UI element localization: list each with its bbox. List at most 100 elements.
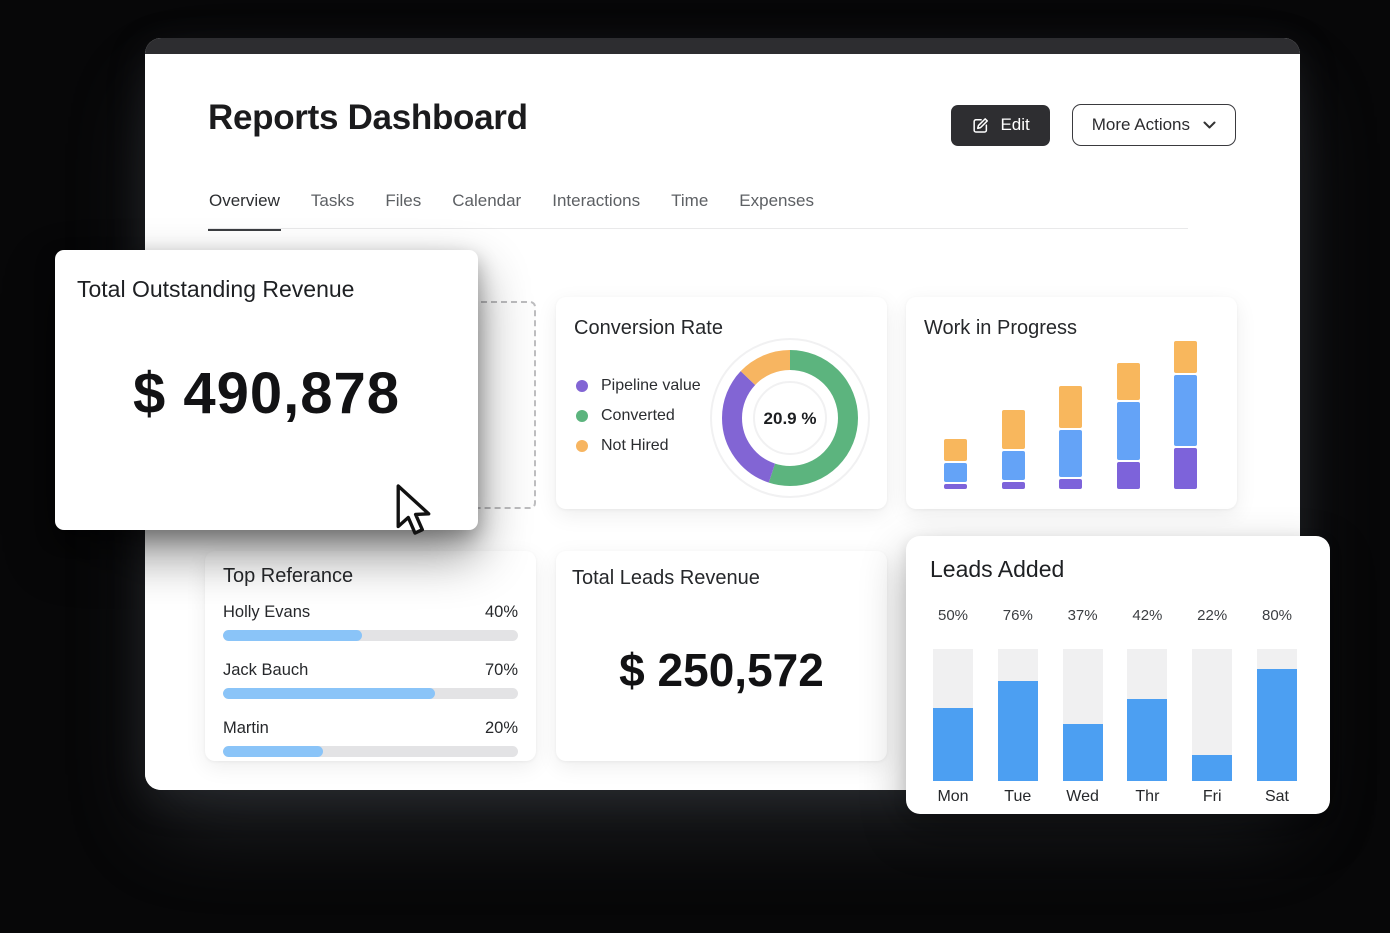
leads-bar-fill: [1257, 669, 1297, 781]
legend-label: Not Hired: [601, 437, 669, 454]
leads-percent-label: 42%: [1132, 607, 1163, 624]
tab-expenses[interactable]: Expenses: [738, 187, 815, 231]
progress-track: [223, 630, 518, 641]
tab-interactions[interactable]: Interactions: [551, 187, 641, 231]
leads-day-label: Thr: [1135, 788, 1160, 805]
edit-icon: [971, 116, 990, 135]
leads-bar-column: 50% Mon: [933, 606, 973, 806]
bar-segment-top-orange: [1001, 410, 1025, 449]
bar-segment-bottom-purple: [1001, 482, 1025, 489]
total-outstanding-revenue-card[interactable]: Total Outstanding Revenue $ 490,878: [55, 250, 478, 530]
card-title: Total Leads Revenue: [572, 567, 760, 589]
donut-slice: [722, 350, 858, 486]
bar-segment-middle-blue: [1116, 402, 1140, 460]
donut-legend: Pipeline value Converted Not Hired: [576, 377, 701, 455]
window-titlebar: [145, 38, 1300, 54]
referance-percent: 20%: [484, 719, 518, 737]
tab-bar: Overview Tasks Files Calendar Interactions Ti…: [208, 187, 815, 231]
leads-percent-label: 50%: [937, 607, 969, 624]
chevron-down-icon: [1203, 121, 1216, 129]
leads-percent-label: 76%: [1002, 607, 1033, 624]
referance-row: Holly Evans 40%: [223, 603, 518, 641]
bar-segment-top-orange: [944, 439, 967, 461]
leads-day-label: Tue: [1004, 788, 1032, 805]
referance-name: Holly Evans: [223, 603, 311, 621]
edit-button[interactable]: Edit: [951, 104, 1050, 146]
bar-segment-middle-blue: [1174, 375, 1197, 446]
total-leads-revenue-card: Total Leads Revenue $ 250,572: [556, 551, 887, 761]
legend-label: Pipeline value: [601, 377, 701, 394]
card-title: Conversion Rate: [574, 317, 723, 339]
top-referance-card: Top Referance Holly Evans 40% Jack Bauch 70…: [205, 551, 536, 761]
leads-bar-track: [933, 649, 973, 781]
progress-fill: [223, 746, 324, 757]
leads-bar-fill: [933, 708, 973, 781]
legend-dot-icon: [576, 440, 588, 452]
referance-percent: 40%: [484, 603, 518, 621]
header-actions: Edit More Actions: [951, 104, 1236, 146]
tab-calendar[interactable]: Calendar: [451, 187, 522, 231]
referance-row: Martin 20%: [223, 719, 518, 757]
card-title: Total Outstanding Revenue: [77, 276, 355, 302]
bar-segment-top-orange: [1059, 386, 1082, 428]
bar-segment-top-orange: [1174, 341, 1197, 373]
progress-track: [223, 746, 518, 757]
legend-item: Pipeline value: [576, 377, 701, 395]
card-title: Leads Added: [930, 556, 1065, 582]
page-title: Reports Dashboard: [208, 98, 528, 137]
progress-fill: [223, 688, 436, 699]
leads-percent-label: 80%: [1261, 607, 1293, 624]
leads-bar-fill: [1192, 755, 1233, 781]
bar-segment-middle-blue: [944, 463, 967, 482]
leads-bar-track: [1192, 649, 1233, 781]
donut-slice: [722, 350, 858, 486]
bar-segment-top-orange: [1116, 363, 1140, 400]
leads-bar-track: [997, 649, 1038, 781]
legend-dot-icon: [576, 410, 588, 422]
leads-bar-column: 42% Thr: [1127, 606, 1168, 806]
more-actions-label: More Actions: [1091, 115, 1190, 134]
tab-tasks[interactable]: Tasks: [310, 187, 355, 231]
mouse-cursor: [396, 484, 431, 535]
donut-chart: 20.9 %: [702, 330, 878, 506]
leads-day-label: Wed: [1066, 788, 1099, 805]
stacked-bar: [1059, 386, 1082, 489]
leads-added-card: Leads Added 50% Mon 76% Tue 37% Wed 42% Thr 22% F…: [906, 536, 1330, 814]
leads-bar-fill: [1062, 724, 1103, 781]
tab-files[interactable]: Files: [384, 187, 422, 231]
referance-row: Jack Bauch 70%: [223, 661, 518, 699]
stacked-bar: [1174, 341, 1197, 489]
legend-item: Not Hired: [576, 437, 701, 455]
more-actions-button[interactable]: More Actions: [1071, 104, 1236, 146]
referance-name: Martin: [223, 719, 269, 737]
bar-segment-bottom-purple: [1116, 462, 1140, 489]
stacked-bar: [1001, 410, 1025, 489]
edit-button-label: Edit: [1000, 115, 1030, 134]
leads-percent-label: 37%: [1067, 607, 1098, 624]
bar-segment-bottom-purple: [1174, 448, 1197, 489]
bar-segment-bottom-purple: [1059, 479, 1082, 489]
stacked-bar: [944, 439, 967, 489]
total-outstanding-amount: $ 490,878: [132, 361, 401, 426]
leads-day-label: Fri: [1202, 788, 1222, 805]
leads-bar-column: 22% Fri: [1192, 606, 1233, 806]
card-title: Top Referance: [223, 565, 354, 587]
progress-track: [223, 688, 518, 699]
leads-bar-column: 76% Tue: [997, 606, 1038, 806]
legend-item: Converted: [576, 407, 701, 425]
card-title: Work in Progress: [924, 317, 1078, 339]
referance-name: Jack Bauch: [223, 661, 309, 679]
leads-bar-column: 37% Wed: [1062, 606, 1103, 806]
work-in-progress-card: Work in Progress: [906, 297, 1237, 509]
leads-day-label: Sat: [1264, 788, 1289, 805]
tab-overview[interactable]: Overview: [208, 187, 281, 231]
bar-segment-middle-blue: [1059, 430, 1082, 477]
tab-separator: [208, 228, 1188, 229]
tab-time[interactable]: Time: [670, 187, 709, 231]
progress-fill: [223, 630, 362, 641]
conversion-rate-card: Conversion Rate Pipeline value Converted N…: [556, 297, 887, 509]
leads-bar-fill: [997, 681, 1038, 781]
bar-segment-middle-blue: [1001, 451, 1025, 480]
total-leads-amount: $ 250,572: [619, 644, 824, 696]
